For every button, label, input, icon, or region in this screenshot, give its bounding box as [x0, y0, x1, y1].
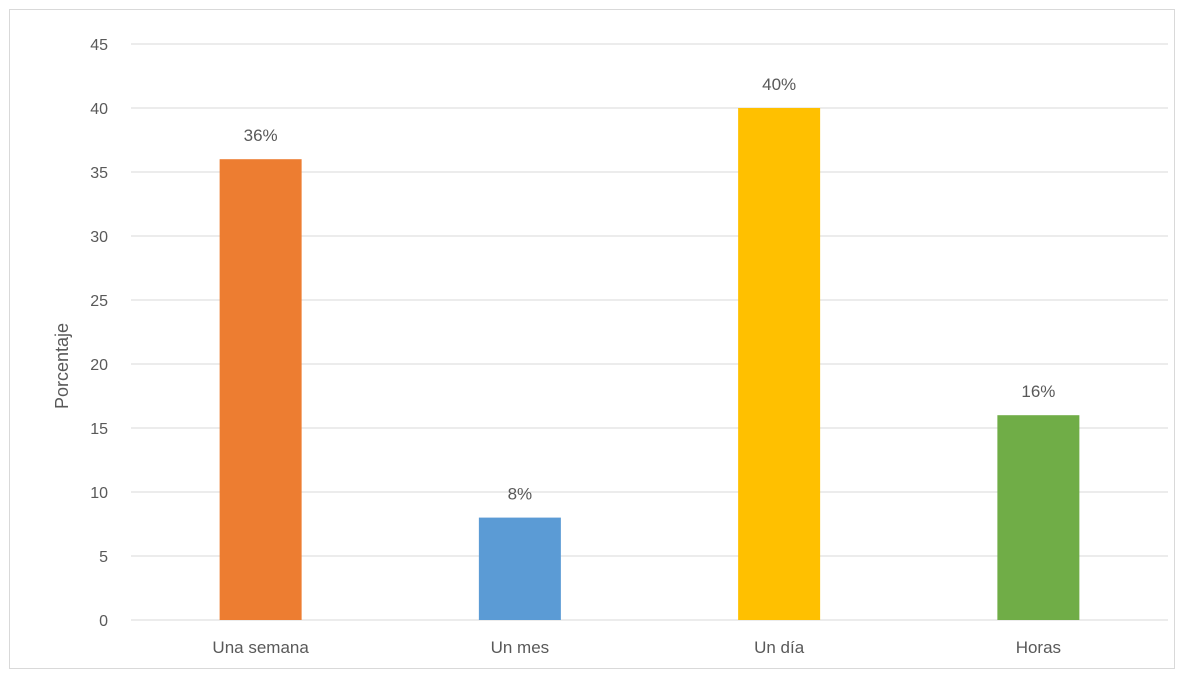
- data-label: 8%: [508, 485, 533, 504]
- chart-frame: [9, 9, 1175, 669]
- bar: [997, 415, 1080, 620]
- y-tick-label: 35: [90, 165, 108, 182]
- x-category-label: Horas: [1016, 638, 1061, 657]
- bar: [738, 108, 821, 620]
- data-label: 40%: [762, 75, 796, 94]
- y-tick-label: 15: [90, 421, 108, 438]
- x-category-label: Un mes: [491, 638, 550, 657]
- data-labels: 36% 8% 40% 16%: [244, 75, 1056, 504]
- x-category-label: Un día: [754, 638, 805, 657]
- y-tick-label: 30: [90, 229, 108, 246]
- bars: [219, 108, 1080, 620]
- data-label: 16%: [1021, 382, 1055, 401]
- y-tick-label: 40: [90, 101, 108, 118]
- y-tick-label: 10: [90, 485, 108, 502]
- x-category-label: Una semana: [212, 638, 309, 657]
- gridlines: [131, 43, 1168, 621]
- bar: [219, 159, 302, 620]
- y-axis-ticks: 0 5 10 15 20 25 30 35 40 45: [90, 37, 108, 630]
- y-tick-label: 20: [90, 357, 108, 374]
- y-axis-title: Porcentaje: [52, 323, 72, 409]
- x-axis-categories: Una semana Un mes Un día Horas: [212, 638, 1061, 657]
- y-tick-label: 0: [99, 613, 108, 630]
- bar: [478, 517, 561, 620]
- data-label: 36%: [244, 126, 278, 145]
- y-tick-label: 45: [90, 37, 108, 54]
- y-tick-label: 5: [99, 549, 108, 566]
- y-tick-label: 25: [90, 293, 108, 310]
